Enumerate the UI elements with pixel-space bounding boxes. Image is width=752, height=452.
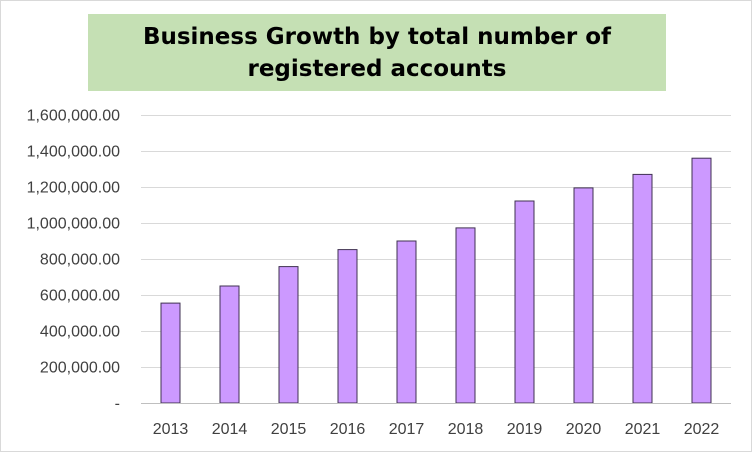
y-tick-label: 200,000.00	[40, 360, 120, 377]
bar-2016	[337, 249, 358, 404]
bar-2014	[219, 285, 240, 404]
x-tick-label: 2015	[271, 421, 307, 438]
x-tick-label: 2017	[389, 421, 425, 438]
x-tick-label: 2021	[625, 421, 661, 438]
x-tick-label: 2013	[153, 421, 189, 438]
bar-2021	[632, 173, 653, 404]
x-tick-label: 2018	[448, 421, 484, 438]
bar-2015	[278, 266, 299, 404]
y-tick-label: -	[115, 396, 120, 413]
y-tick-label: 1,000,000.00	[27, 216, 121, 233]
chart-title-box: Business Growth by total number of regis…	[88, 14, 666, 91]
y-tick-label: 800,000.00	[40, 252, 120, 269]
x-tick-label: 2019	[507, 421, 543, 438]
bar-2019	[514, 200, 535, 404]
bar-2022	[691, 157, 712, 404]
y-tick-label: 600,000.00	[40, 288, 120, 305]
chart-title: Business Growth by total number of regis…	[142, 23, 612, 82]
bar-2020	[573, 187, 594, 404]
bar-2018	[455, 227, 476, 404]
x-tick-label: 2016	[330, 421, 366, 438]
y-tick-label: 1,200,000.00	[27, 180, 121, 197]
bars	[160, 157, 712, 404]
y-tick-label: 400,000.00	[40, 324, 120, 341]
bar-2017	[396, 240, 417, 404]
axes: - 200,000.00 400,000.00 600,000.00 800,000.0…	[27, 108, 731, 438]
x-tick-label: 2022	[684, 421, 720, 438]
x-tick-label: 2020	[566, 421, 602, 438]
x-tick-label: 2014	[212, 421, 248, 438]
y-tick-label: 1,400,000.00	[27, 144, 121, 161]
y-tick-label: 1,600,000.00	[27, 108, 121, 125]
bar-2013	[160, 302, 181, 404]
